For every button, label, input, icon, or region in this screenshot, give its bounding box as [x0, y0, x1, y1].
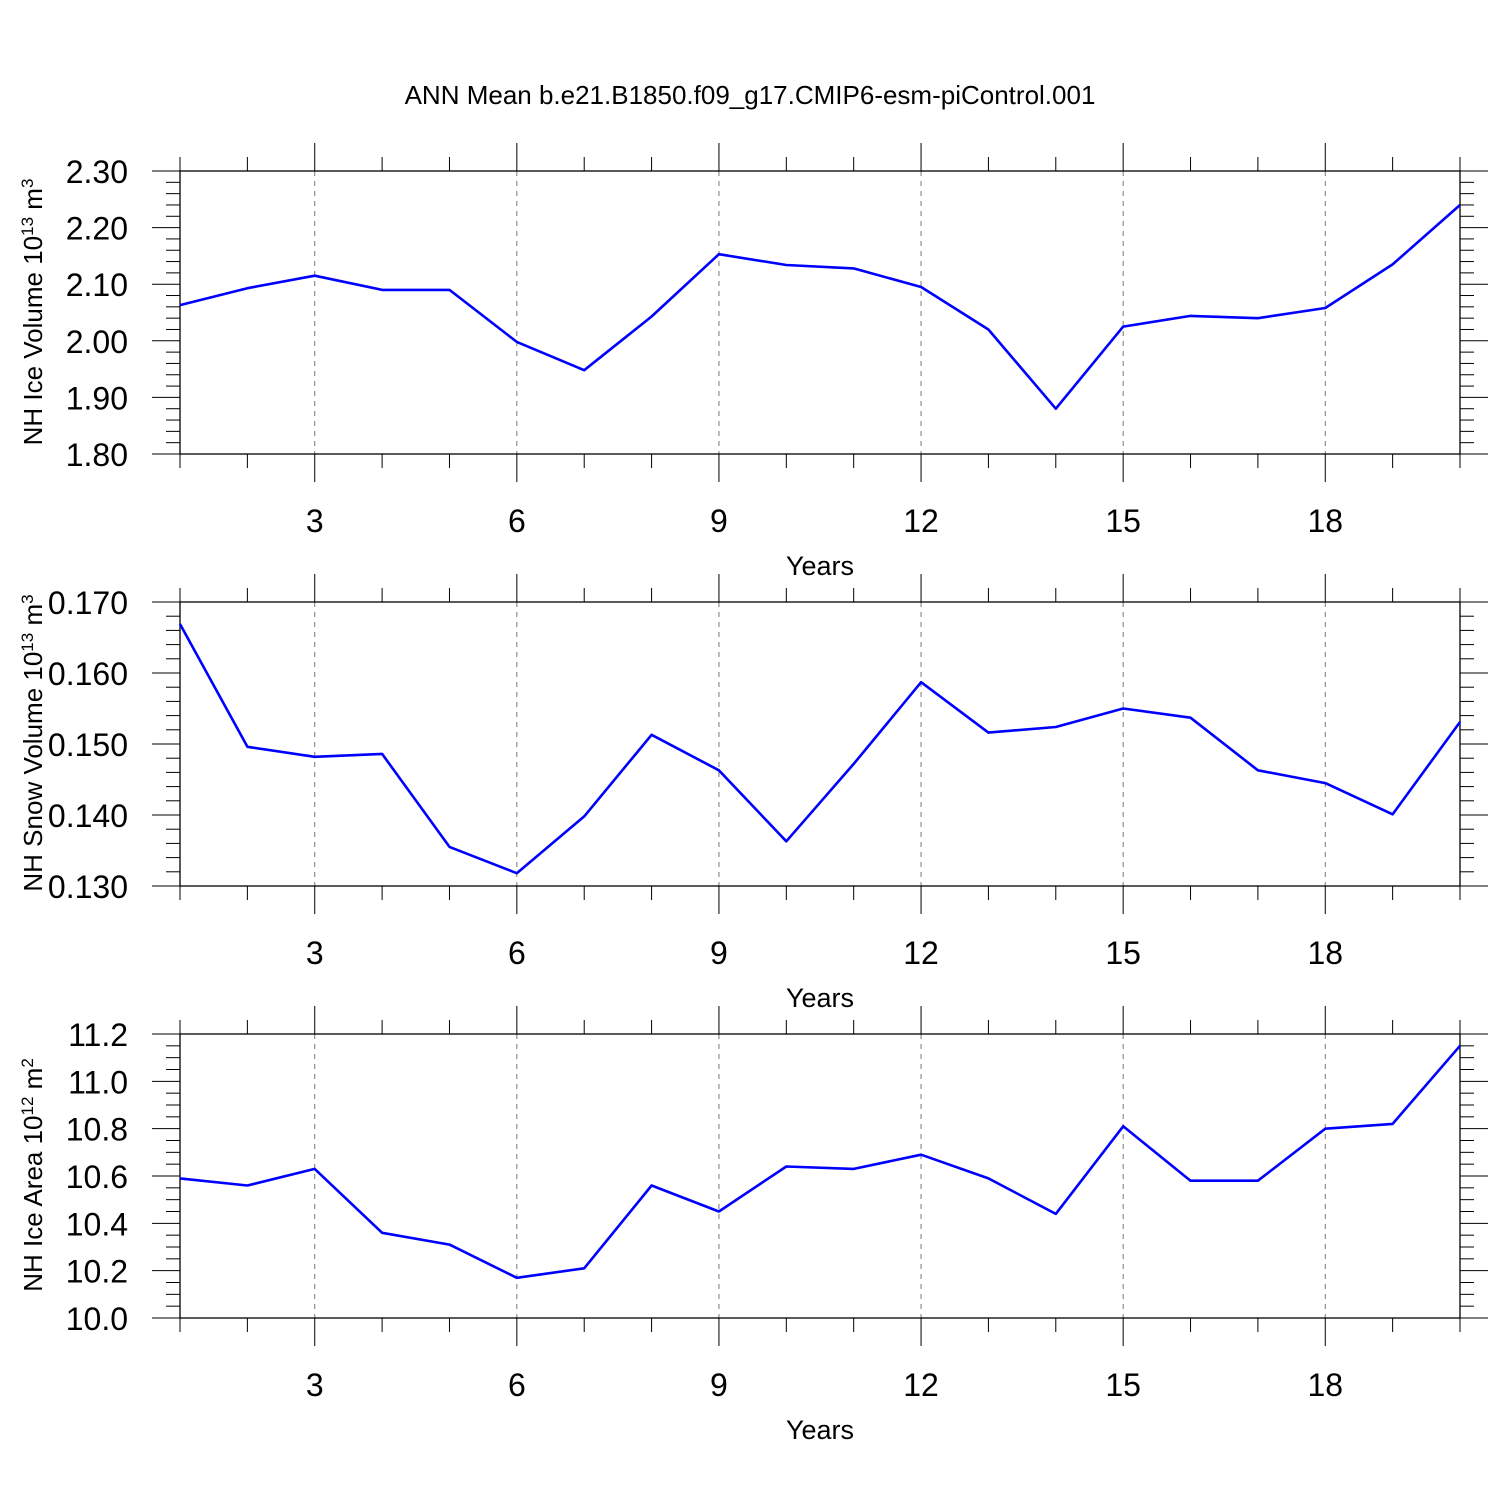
series-line: [179, 204, 1461, 411]
y-tick-label: 2.00: [66, 324, 128, 360]
series-line: [178, 623, 1462, 875]
y-tick-label: 0.140: [48, 798, 128, 834]
y-tick-label: 2.10: [66, 267, 128, 303]
x-tick-label: 18: [1307, 935, 1343, 971]
series-line: [179, 1044, 1461, 1280]
y-axis-label: NH Snow Volume 1013 m3: [18, 594, 49, 891]
x-tick-label: 6: [508, 935, 526, 971]
x-axis-label: Years: [786, 551, 854, 581]
y-axis-label: NH Ice Area 1012 m2: [18, 1058, 49, 1292]
y-tick-label: 11.2: [68, 1017, 128, 1053]
x-tick-label: 9: [710, 1367, 728, 1403]
y-tick-label: 0.150: [48, 727, 128, 763]
plot-frame: [179, 170, 1461, 455]
x-axis-label: Years: [786, 1415, 854, 1445]
x-tick-label: 15: [1105, 503, 1141, 539]
x-tick-label: 12: [903, 503, 939, 539]
y-tick-label: 11.0: [68, 1064, 128, 1100]
y-axis-label: NH Ice Volume 1013 m3: [18, 179, 49, 446]
x-tick-label: 3: [306, 1367, 324, 1403]
x-axis-label: Years: [786, 983, 854, 1013]
x-tick-label: 3: [306, 503, 324, 539]
y-tick-label: 0.160: [48, 656, 128, 692]
x-tick-label: 15: [1105, 1367, 1141, 1403]
x-tick-label: 9: [710, 935, 728, 971]
y-tick-label: 10.8: [66, 1112, 128, 1148]
y-tick-label: 10.2: [66, 1254, 128, 1290]
x-tick-label: 15: [1105, 935, 1141, 971]
x-tick-label: 3: [306, 935, 324, 971]
plot-frame: [179, 601, 1461, 887]
y-tick-label: 0.170: [48, 585, 128, 621]
y-tick-label: 1.90: [66, 380, 128, 416]
x-tick-label: 9: [710, 503, 728, 539]
panel-3: 3 6 9 12 15 18 10.0 10.2 10.4 10.6 10.8 11.0 11.2 Yea…: [18, 1006, 1488, 1445]
x-tick-label: 18: [1307, 503, 1343, 539]
x-tick-label: 12: [903, 1367, 939, 1403]
y-tick-label: 1.80: [66, 437, 128, 473]
panel-2: 3 6 9 12 15 18 0.130 0.140 0.150 0.160 0.170 Years N…: [18, 574, 1488, 1013]
x-tick-label: 6: [508, 1367, 526, 1403]
x-tick-label: 18: [1307, 1367, 1343, 1403]
y-tick-label: 10.6: [66, 1159, 128, 1195]
figure-title: ANN Mean b.e21.B1850.f09_g17.CMIP6-esm-p…: [404, 80, 1096, 110]
panel-1: 3 6 9 12 15 18 1.80 1.90 2.00 2.10 2.20 2.30 Years NH…: [18, 143, 1488, 581]
x-tick-label: 12: [903, 935, 939, 971]
plot-frame: [179, 1033, 1461, 1319]
y-tick-label: 10.0: [66, 1301, 128, 1337]
x-tick-label: 6: [508, 503, 526, 539]
y-tick-label: 10.4: [66, 1206, 128, 1242]
y-tick-label: 0.130: [48, 869, 128, 905]
y-tick-label: 2.20: [66, 211, 128, 247]
y-tick-label: 2.30: [66, 154, 128, 190]
